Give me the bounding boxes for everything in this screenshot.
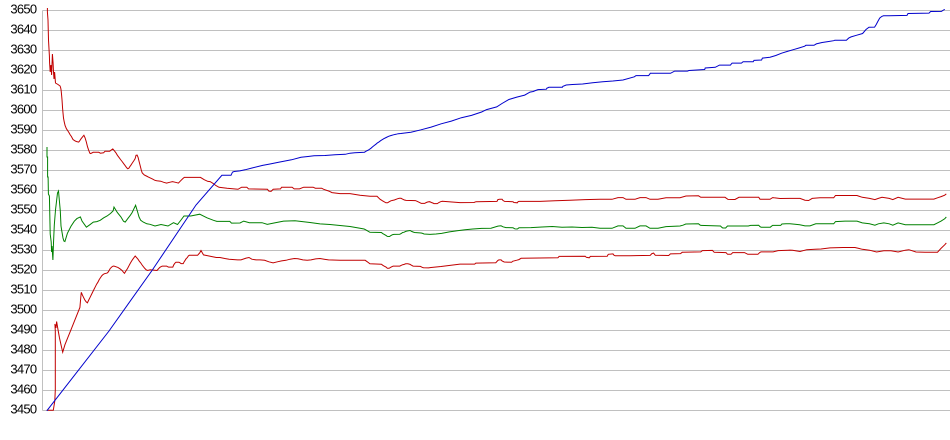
svg-text:3640: 3640	[10, 21, 36, 36]
svg-text:3550: 3550	[10, 201, 36, 216]
svg-text:3450: 3450	[10, 401, 36, 416]
svg-text:3580: 3580	[10, 141, 36, 156]
svg-text:3630: 3630	[10, 41, 36, 56]
svg-text:3510: 3510	[10, 281, 36, 296]
svg-text:3540: 3540	[10, 221, 36, 236]
svg-text:3500: 3500	[10, 301, 36, 316]
svg-text:3590: 3590	[10, 121, 36, 136]
svg-text:3620: 3620	[10, 61, 36, 76]
svg-text:3610: 3610	[10, 81, 36, 96]
svg-text:3520: 3520	[10, 261, 36, 276]
svg-text:3490: 3490	[10, 321, 36, 336]
svg-text:3470: 3470	[10, 361, 36, 376]
svg-text:3570: 3570	[10, 161, 36, 176]
svg-text:3480: 3480	[10, 341, 36, 356]
svg-text:3560: 3560	[10, 181, 36, 196]
svg-text:3600: 3600	[10, 101, 36, 116]
svg-text:3460: 3460	[10, 381, 36, 396]
svg-text:3650: 3650	[10, 1, 36, 16]
svg-text:3530: 3530	[10, 241, 36, 256]
